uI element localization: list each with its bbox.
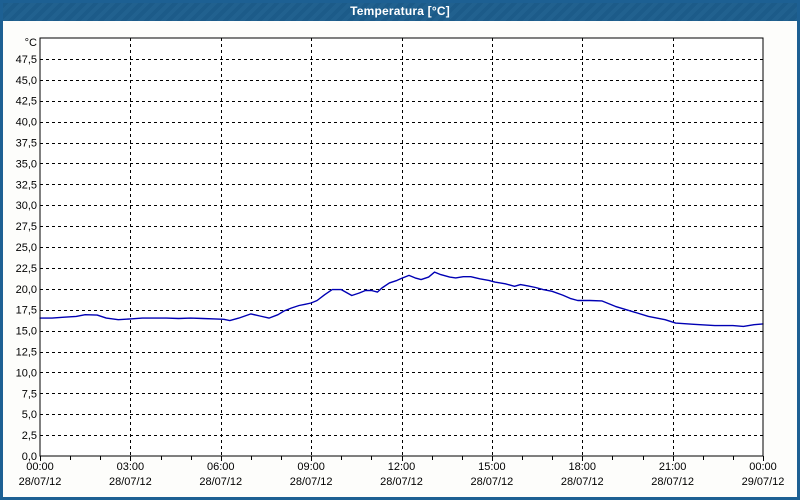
y-axis-label: 22,5 (16, 263, 37, 275)
y-axis-label: 42,5 (16, 96, 37, 108)
x-axis-time-label: 00:00 (749, 461, 777, 473)
y-axis-label: 12,5 (16, 347, 37, 359)
x-axis-time-label: 03:00 (117, 461, 145, 473)
y-axis-label: 27,5 (16, 221, 37, 233)
y-axis-label: 15,0 (16, 326, 37, 338)
x-axis-time-label: 21:00 (659, 461, 687, 473)
y-axis-label: 10,0 (16, 367, 37, 379)
y-axis-unit-label: °C (25, 37, 37, 49)
y-axis-label: 47,5 (16, 54, 37, 66)
x-axis-time-label: 18:00 (568, 461, 596, 473)
x-axis-time-label: 06:00 (207, 461, 235, 473)
temperature-series (39, 271, 764, 328)
x-axis-time-label: 09:00 (297, 461, 325, 473)
y-axis-label: 37,5 (16, 138, 37, 150)
y-axis-label: 45,0 (16, 75, 37, 87)
x-axis-date-label: 28/07/12 (380, 476, 423, 488)
x-axis-date-label: 28/07/12 (651, 476, 694, 488)
x-axis-date-label: 28/07/12 (290, 476, 333, 488)
y-axis-label: 32,5 (16, 179, 37, 191)
axis-labels: 0,0 2,5 5,0 7,5 10,0 12,5 15,0 17,5 20,0 22,5 25,0… (16, 37, 785, 488)
x-axis-date-label: 28/07/12 (561, 476, 604, 488)
y-axis-label: 2,5 (22, 430, 37, 442)
temperature-series-line (39, 271, 764, 328)
axes (39, 37, 764, 461)
y-axis-label: 20,0 (16, 284, 37, 296)
x-axis-date-label: 28/07/12 (109, 476, 152, 488)
temperature-chart: 0,0 2,5 5,0 7,5 10,0 12,5 15,0 17,5 20,0 22,5 25,0… (16, 37, 785, 488)
y-axis-label: 17,5 (16, 305, 37, 317)
chart-area: 0,0 2,5 5,0 7,5 10,0 12,5 15,0 17,5 20,0 22,5 25,0… (3, 21, 797, 497)
x-axis-time-label: 12:00 (388, 461, 416, 473)
y-axis-label: 25,0 (16, 242, 37, 254)
window-titlebar: Temperatura [°C] (0, 0, 800, 21)
y-axis-label: 7,5 (22, 388, 37, 400)
y-axis-label: 35,0 (16, 158, 37, 170)
x-axis-time-label: 00:00 (26, 461, 54, 473)
x-axis-date-label: 29/07/12 (742, 476, 785, 488)
x-axis-date-label: 28/07/12 (470, 476, 513, 488)
y-axis-label: 0,0 (22, 451, 37, 463)
window-title: Temperatura [°C] (350, 3, 450, 18)
gridlines (40, 38, 763, 456)
x-axis-time-label: 15:00 (478, 461, 506, 473)
y-axis-label: 40,0 (16, 117, 37, 129)
y-axis-label: 30,0 (16, 200, 37, 212)
x-axis-date-label: 28/07/12 (19, 476, 62, 488)
x-axis-date-label: 28/07/12 (199, 476, 242, 488)
plot-border (39, 37, 764, 457)
y-axis-label: 5,0 (22, 409, 37, 421)
